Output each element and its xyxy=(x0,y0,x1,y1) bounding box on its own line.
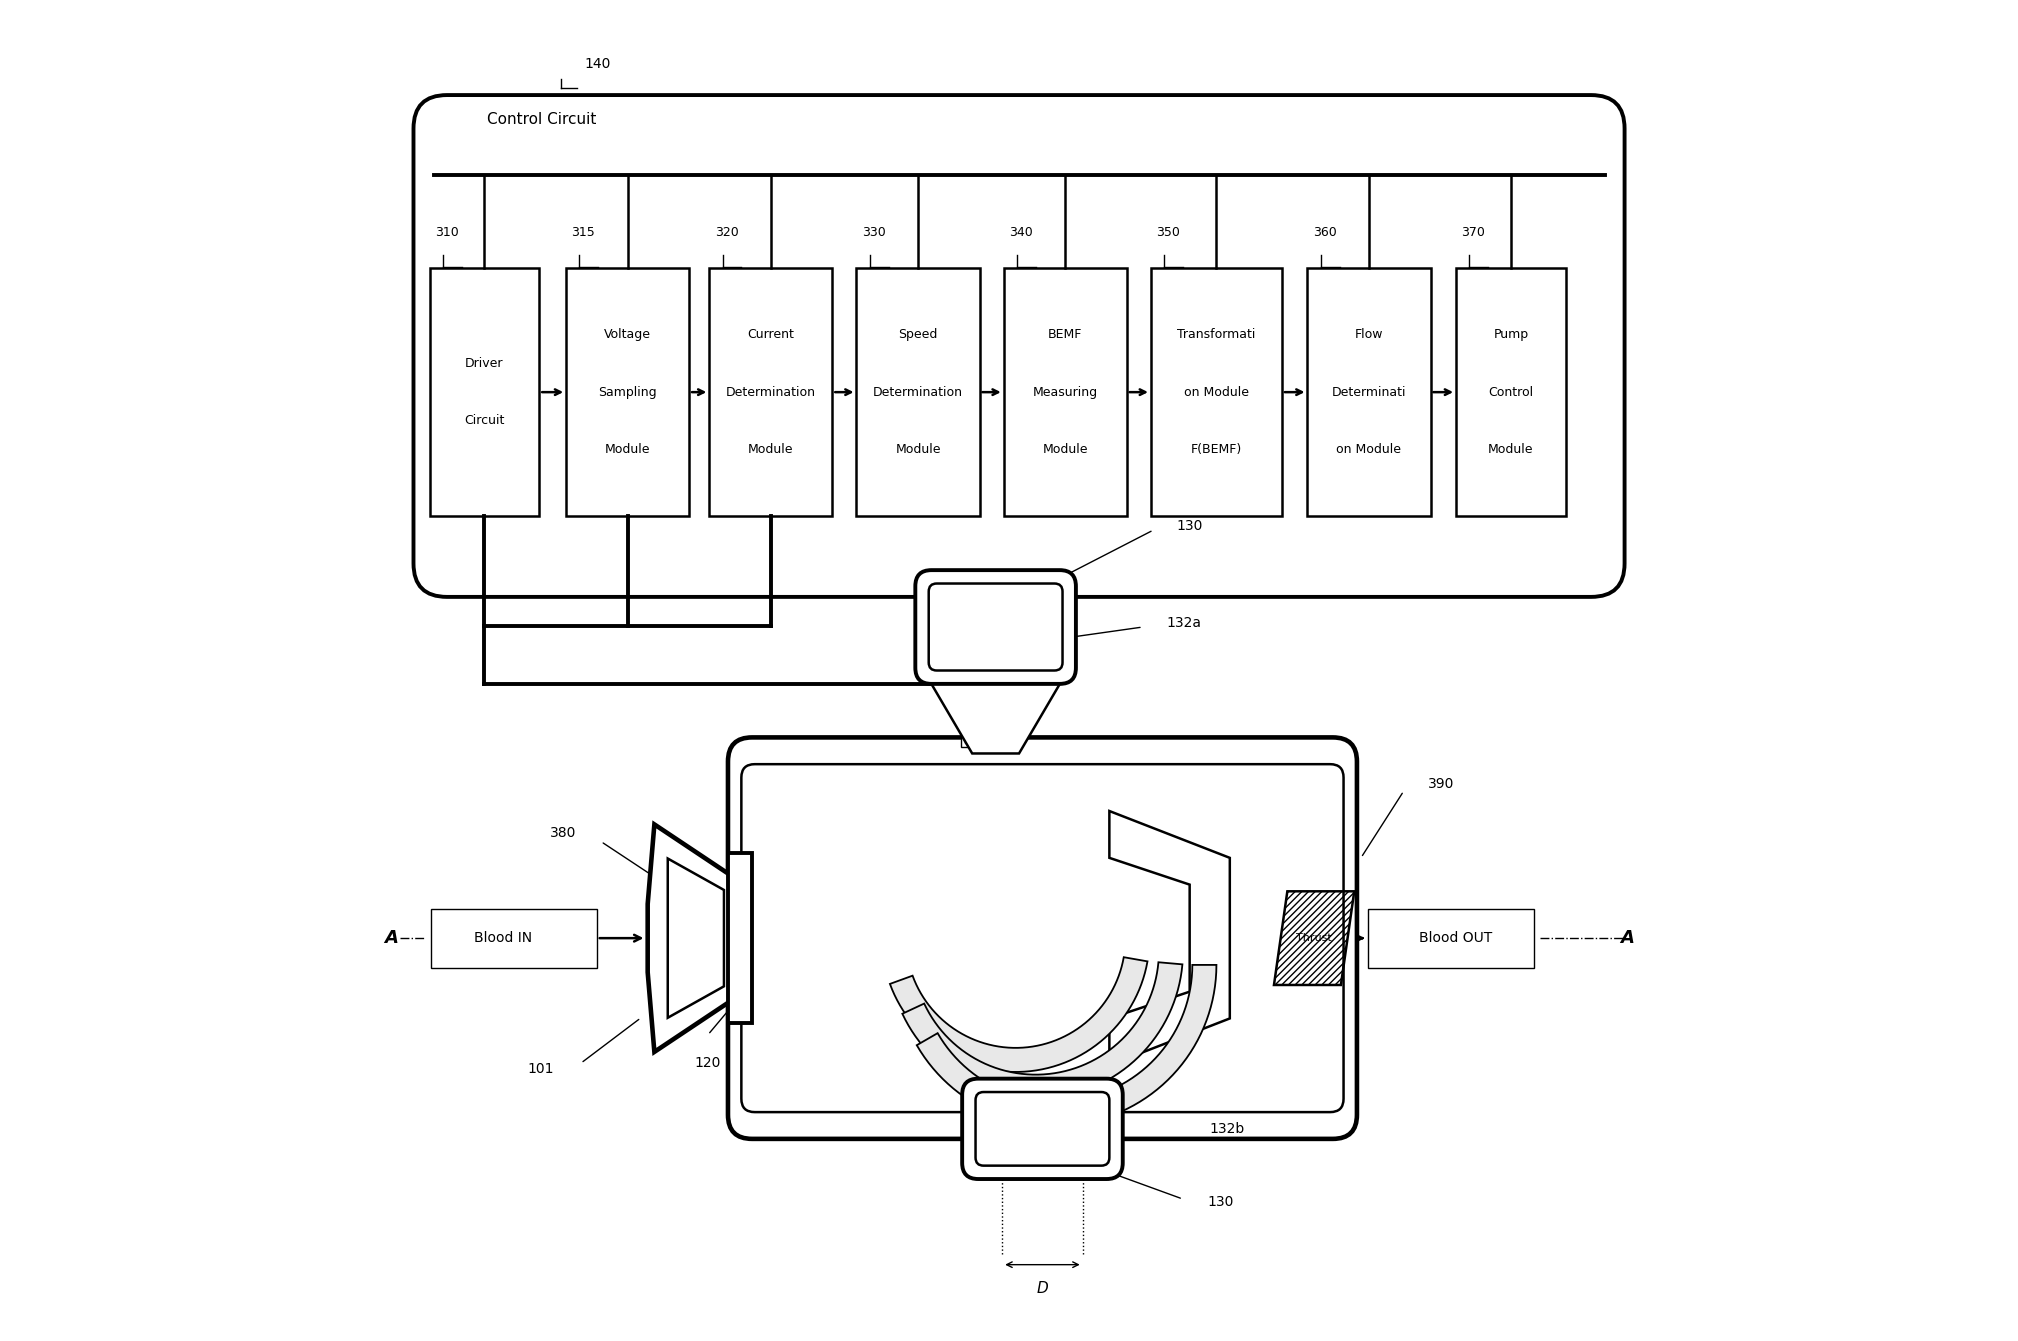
Bar xyxy=(1003,268,1126,516)
Text: Measuring: Measuring xyxy=(1033,386,1098,398)
FancyBboxPatch shape xyxy=(741,764,1344,1112)
Text: 370: 370 xyxy=(1461,225,1485,239)
Text: 320: 320 xyxy=(714,225,739,239)
Bar xyxy=(1308,268,1431,516)
Bar xyxy=(565,268,690,516)
Text: 130: 130 xyxy=(1207,1195,1233,1208)
FancyBboxPatch shape xyxy=(728,738,1356,1139)
Text: 140: 140 xyxy=(585,56,611,71)
Text: Speed: Speed xyxy=(898,329,938,341)
Polygon shape xyxy=(979,1078,1106,1122)
Text: Determinati: Determinati xyxy=(1332,386,1407,398)
Text: 360: 360 xyxy=(1314,225,1336,239)
Text: 132b: 132b xyxy=(1209,1122,1245,1136)
Text: on Module: on Module xyxy=(1336,443,1400,456)
Text: 150: 150 xyxy=(1029,646,1055,660)
Text: Determination: Determination xyxy=(874,386,963,398)
Text: Current: Current xyxy=(747,329,795,341)
Bar xyxy=(961,707,991,747)
Polygon shape xyxy=(932,684,1059,754)
Text: on Module: on Module xyxy=(1185,386,1249,398)
Text: Module: Module xyxy=(1043,443,1088,456)
Text: 350: 350 xyxy=(1156,225,1181,239)
Text: A: A xyxy=(383,929,398,947)
Text: Module: Module xyxy=(605,443,650,456)
Polygon shape xyxy=(916,966,1217,1125)
Polygon shape xyxy=(1110,811,1229,1065)
Text: Voltage: Voltage xyxy=(603,329,652,341)
Text: Control Circuit: Control Circuit xyxy=(486,113,597,127)
Polygon shape xyxy=(902,963,1183,1098)
Polygon shape xyxy=(890,957,1148,1071)
Text: Flow: Flow xyxy=(1354,329,1382,341)
Text: F(BEMF): F(BEMF) xyxy=(1191,443,1241,456)
Bar xyxy=(430,268,539,516)
FancyBboxPatch shape xyxy=(414,95,1624,597)
Bar xyxy=(728,853,753,1023)
Text: Transformati: Transformati xyxy=(1176,329,1255,341)
FancyBboxPatch shape xyxy=(963,1078,1122,1179)
FancyBboxPatch shape xyxy=(916,570,1076,684)
Bar xyxy=(965,711,987,743)
Text: 310: 310 xyxy=(436,225,458,239)
Bar xyxy=(1150,268,1281,516)
Text: Blood IN: Blood IN xyxy=(474,931,533,945)
Text: Circuit: Circuit xyxy=(464,414,504,428)
Text: 101: 101 xyxy=(527,1062,555,1075)
FancyBboxPatch shape xyxy=(928,583,1063,670)
Text: 130: 130 xyxy=(1176,519,1203,532)
Bar xyxy=(1455,268,1566,516)
Bar xyxy=(1368,909,1534,968)
Text: 340: 340 xyxy=(1009,225,1033,239)
Text: Control: Control xyxy=(1487,386,1534,398)
Text: Module: Module xyxy=(896,443,940,456)
Text: D: D xyxy=(1037,1281,1047,1297)
Text: 120: 120 xyxy=(694,1057,720,1070)
Text: 315: 315 xyxy=(571,225,595,239)
Text: 330: 330 xyxy=(862,225,886,239)
Text: Thrust: Thrust xyxy=(1296,933,1332,943)
Text: A: A xyxy=(1620,929,1635,947)
Text: 380: 380 xyxy=(551,826,577,841)
FancyBboxPatch shape xyxy=(975,1092,1110,1165)
Text: Sampling: Sampling xyxy=(597,386,658,398)
Text: Module: Module xyxy=(1487,443,1534,456)
Polygon shape xyxy=(648,825,735,1051)
Polygon shape xyxy=(668,858,724,1018)
Text: Blood OUT: Blood OUT xyxy=(1419,931,1493,945)
Text: Pump: Pump xyxy=(1493,329,1528,341)
Text: Driver: Driver xyxy=(466,357,504,370)
Text: 132a: 132a xyxy=(1166,616,1203,630)
Text: Determination: Determination xyxy=(726,386,815,398)
Text: BEMF: BEMF xyxy=(1047,329,1082,341)
Text: Module: Module xyxy=(749,443,793,456)
Text: 390: 390 xyxy=(1429,778,1455,791)
Bar xyxy=(856,268,979,516)
Bar xyxy=(432,909,597,968)
Bar xyxy=(708,268,831,516)
